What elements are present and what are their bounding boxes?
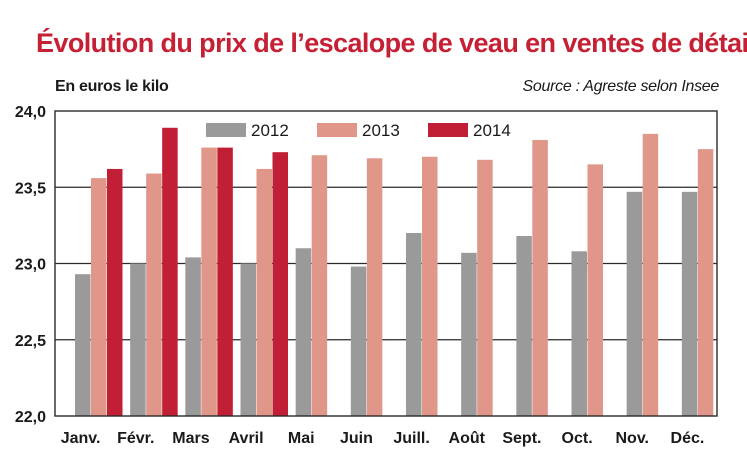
- x-tick-label: Mars: [172, 430, 209, 447]
- bar-2013-0: [91, 178, 107, 416]
- legend-label-2012: 2012: [251, 121, 289, 140]
- x-tick-label: Janv.: [61, 430, 101, 447]
- bar-2012-4: [295, 248, 312, 416]
- frame-layer: [54, 110, 718, 417]
- bar-2014-0: [107, 168, 123, 416]
- source-label: Source : Agreste selon Insee: [522, 78, 720, 95]
- bar-2013-3: [256, 168, 272, 416]
- bar-2013-11: [697, 149, 714, 416]
- y-axis-ticks: 22,0 22,5 23,0 23,5 24,0: [15, 104, 46, 426]
- x-tick-label: Sept.: [502, 430, 541, 447]
- x-tick-label: Févr.: [117, 430, 154, 447]
- legend: 2012 2013 2014: [206, 121, 511, 140]
- x-tick-label: Juill.: [393, 430, 429, 447]
- x-tick-label: Avril: [229, 430, 264, 447]
- bar-2014-3: [272, 152, 288, 417]
- y-tick-label: 24,0: [15, 104, 46, 121]
- bar-2013-6: [422, 156, 438, 416]
- legend-swatch-2012: [206, 123, 246, 137]
- bars-layer: [75, 127, 714, 417]
- x-tick-label: Mai: [288, 430, 315, 447]
- bar-2012-10: [626, 191, 643, 416]
- bar-2012-3: [240, 263, 256, 416]
- bar-2014-1: [162, 127, 178, 417]
- x-tick-label: Juin: [340, 430, 373, 447]
- x-tick-label: Août: [449, 430, 486, 447]
- unit-label: En euros le kilo: [55, 78, 169, 95]
- bar-2012-9: [571, 251, 587, 416]
- bar-2014-2: [217, 147, 233, 416]
- bar-2012-8: [516, 236, 532, 416]
- legend-swatch-2014: [428, 123, 468, 137]
- y-tick-label: 22,0: [15, 409, 46, 426]
- y-tick-label: 22,5: [15, 333, 46, 350]
- bar-2012-2: [185, 257, 201, 416]
- y-tick-label: 23,0: [15, 257, 46, 274]
- bar-2013-9: [587, 164, 603, 416]
- bar-2013-5: [366, 158, 383, 416]
- legend-label-2014: 2014: [473, 121, 511, 140]
- bar-2013-7: [477, 159, 493, 417]
- bar-2012-5: [350, 266, 367, 416]
- bar-2012-1: [130, 263, 146, 416]
- bar-2013-8: [532, 139, 548, 416]
- x-tick-label: Oct.: [562, 430, 593, 447]
- bar-2012-0: [75, 274, 91, 416]
- bar-2013-10: [642, 133, 659, 416]
- bar-2013-1: [146, 173, 162, 416]
- x-tick-label: Déc.: [671, 430, 705, 447]
- chart-title: Évolution du prix de l’escalope de veau …: [36, 28, 747, 58]
- bar-2013-4: [311, 155, 328, 416]
- bar-2012-7: [461, 252, 477, 416]
- x-axis-ticks: Janv. Févr. Mars Avril Mai Juin Juill. Août Sept…: [61, 430, 705, 447]
- bar-2012-11: [681, 191, 698, 416]
- plot-frame: [54, 110, 718, 417]
- bar-2013-2: [201, 147, 217, 416]
- legend-swatch-2013: [317, 123, 357, 137]
- x-tick-label: Nov.: [616, 430, 649, 447]
- bar-2012-6: [406, 233, 422, 416]
- y-tick-label: 23,5: [15, 180, 46, 197]
- legend-label-2013: 2013: [362, 121, 400, 140]
